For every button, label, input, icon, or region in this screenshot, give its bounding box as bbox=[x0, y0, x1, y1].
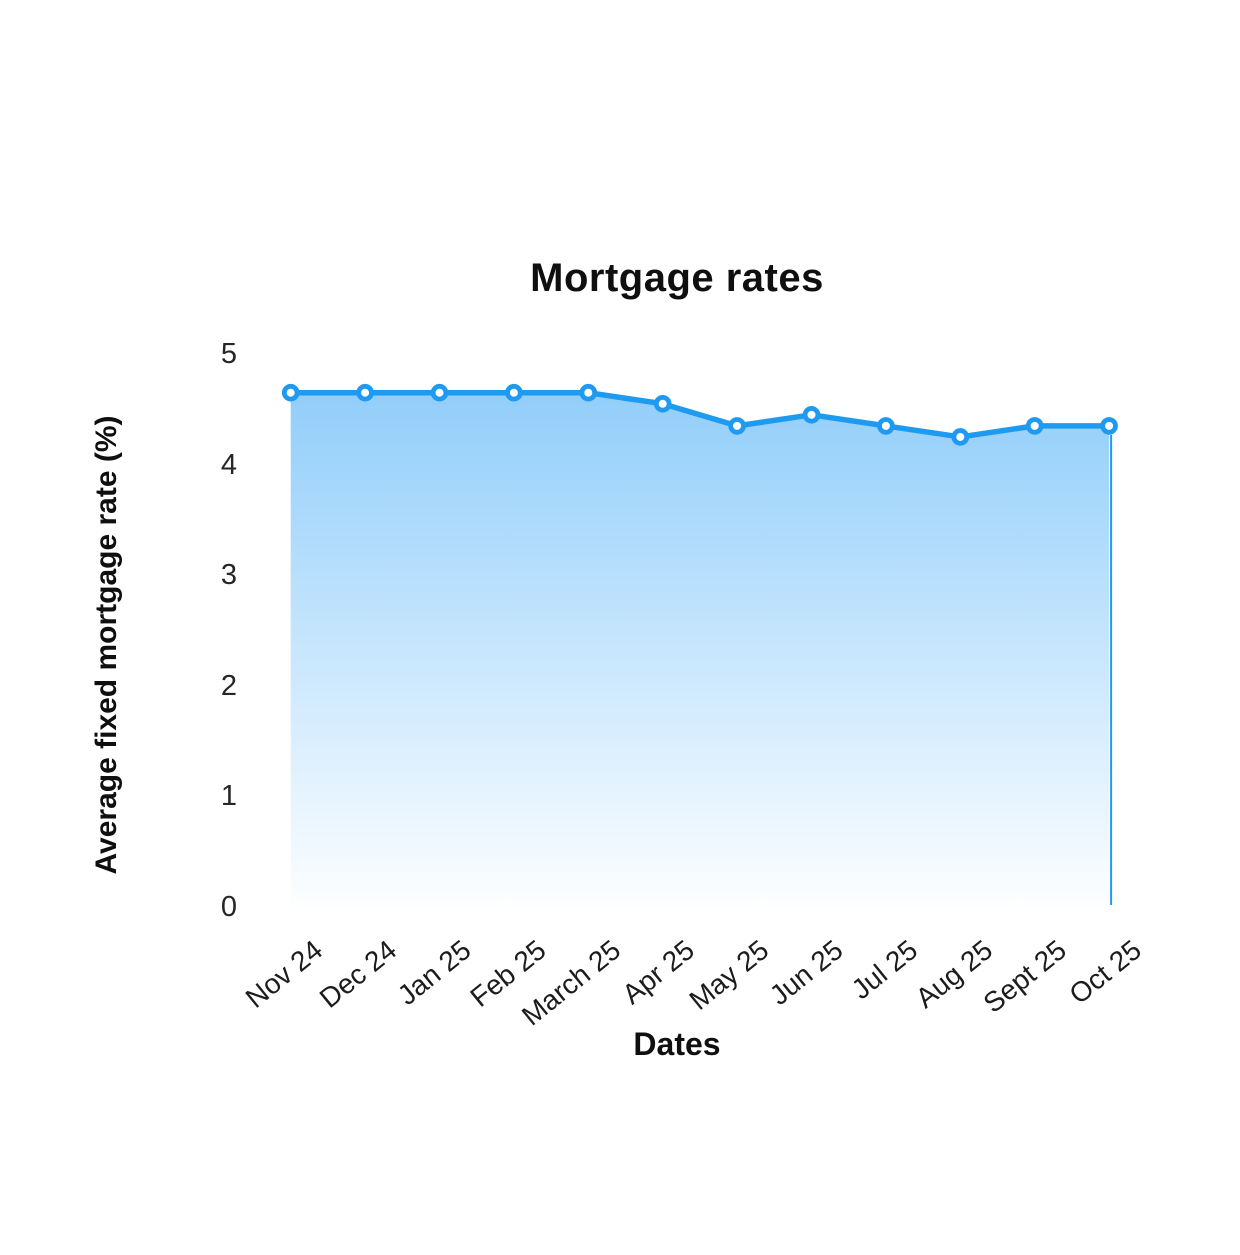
data-point-marker bbox=[579, 383, 598, 402]
y-tick-label: 2 bbox=[220, 669, 237, 702]
chart-title: Mortgage rates bbox=[530, 256, 824, 300]
data-point-marker bbox=[281, 383, 300, 402]
data-point-marker bbox=[728, 417, 746, 435]
y-tick-label: 5 bbox=[220, 338, 237, 370]
data-point-marker bbox=[356, 383, 374, 402]
data-point-marker bbox=[505, 383, 523, 402]
y-tick-label: 3 bbox=[220, 559, 237, 592]
y-tick-label: 4 bbox=[220, 448, 237, 481]
data-point-marker bbox=[1025, 417, 1044, 435]
y-tick-label: 1 bbox=[220, 780, 237, 813]
data-point-marker bbox=[802, 406, 821, 424]
data-point-marker bbox=[877, 417, 895, 435]
data-point-marker bbox=[430, 383, 449, 402]
series-line bbox=[287, 389, 1112, 440]
y-tick-label: 0 bbox=[220, 891, 237, 923]
data-point-marker bbox=[1100, 417, 1118, 435]
data-point-marker bbox=[653, 394, 672, 413]
data-point-marker bbox=[951, 428, 970, 446]
x-axis-title: Dates bbox=[633, 1026, 721, 1062]
area-fill bbox=[290, 392, 1110, 908]
